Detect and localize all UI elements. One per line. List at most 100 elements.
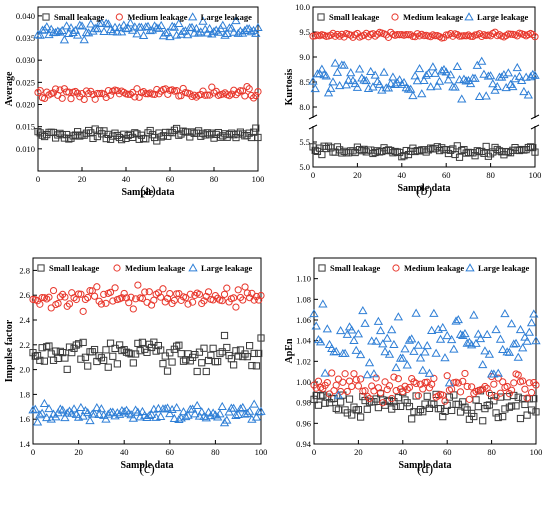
data-point: [226, 23, 237, 32]
data-point: [445, 70, 456, 79]
data-point: [167, 21, 177, 30]
data-point: [450, 82, 460, 91]
data-point: [340, 348, 350, 357]
data-point: [218, 20, 228, 29]
data-point: [153, 137, 161, 145]
data-point: [204, 356, 213, 365]
data-point: [181, 411, 191, 421]
data-point: [242, 408, 252, 417]
data-point: [209, 344, 217, 352]
x-tick-label: 0: [36, 174, 40, 184]
data-point: [81, 353, 90, 361]
data-point: [325, 399, 334, 407]
y-tick-label: 1.06: [296, 315, 311, 325]
data-point: [410, 378, 418, 386]
data-point: [184, 300, 192, 308]
data-point: [514, 71, 525, 80]
data-point: [195, 127, 203, 135]
data-point: [317, 64, 327, 73]
data-point: [485, 401, 493, 409]
y-axis-label: Kurtosis: [284, 69, 295, 106]
data-point: [500, 308, 510, 318]
data-point: [393, 31, 401, 39]
data-point: [530, 395, 538, 403]
data-point: [65, 300, 74, 308]
data-point: [349, 147, 357, 155]
data-point: [363, 405, 371, 413]
data-point: [111, 284, 119, 292]
data-point: [352, 376, 360, 384]
legend-marker: [115, 13, 123, 21]
data-point: [104, 363, 112, 371]
y-tick-label: 2.4: [19, 315, 30, 325]
data-point: [430, 374, 438, 382]
legend-marker: [318, 264, 326, 272]
data-point: [129, 359, 137, 367]
data-point: [492, 393, 500, 401]
data-point: [374, 79, 385, 88]
data-point: [472, 396, 480, 404]
data-point: [108, 27, 118, 36]
x-tick-label: 60: [166, 447, 175, 457]
data-point: [244, 406, 255, 415]
data-point: [174, 414, 184, 424]
data-point: [450, 391, 458, 399]
data-point: [449, 344, 459, 353]
data-point: [147, 343, 156, 352]
data-point: [200, 344, 208, 352]
data-point: [352, 82, 363, 91]
data-point: [159, 360, 167, 368]
data-point: [35, 30, 45, 39]
axis-break-mark: [530, 124, 540, 130]
data-point: [383, 385, 391, 394]
data-point: [502, 31, 510, 40]
data-point: [85, 416, 95, 425]
data-point: [478, 359, 488, 369]
data-point: [243, 82, 251, 91]
data-point: [526, 143, 535, 151]
x-tick-label: 20: [353, 170, 362, 180]
data-point: [92, 24, 103, 33]
data-point: [409, 346, 419, 355]
data-point: [93, 283, 101, 291]
data-point: [315, 337, 326, 346]
x-tick-label: 80: [210, 174, 219, 184]
data-point: [523, 411, 531, 419]
data-point: [203, 129, 212, 137]
data-point: [60, 412, 70, 422]
data-point: [360, 318, 370, 327]
data-point: [166, 289, 174, 298]
data-point: [238, 402, 248, 411]
data-point: [482, 142, 490, 151]
data-point: [369, 30, 377, 38]
data-point: [516, 414, 525, 423]
data-point: [417, 89, 427, 98]
data-point: [342, 329, 352, 338]
data-point: [31, 352, 39, 360]
data-point: [496, 389, 505, 397]
data-point: [381, 378, 389, 386]
data-point: [165, 409, 175, 418]
data-point: [343, 75, 354, 84]
data-point: [459, 74, 469, 83]
legend-label: Large leakage: [201, 12, 252, 22]
data-point: [79, 35, 89, 44]
data-point: [191, 350, 199, 359]
data-point: [393, 148, 401, 156]
data-point: [95, 352, 103, 360]
y-tick-label: 2.2: [19, 340, 30, 350]
data-point: [143, 21, 153, 30]
data-point: [182, 294, 190, 302]
data-point: [324, 142, 333, 150]
data-point: [163, 367, 172, 375]
x-tick-label: 100: [530, 447, 543, 457]
data-point: [40, 357, 48, 365]
data-point: [71, 87, 80, 96]
data-point: [199, 411, 209, 420]
data-point: [56, 347, 64, 356]
legend-label: Small leakage: [54, 12, 105, 22]
data-point: [119, 407, 129, 416]
data-point: [74, 89, 82, 97]
data-point: [59, 35, 70, 44]
data-point: [229, 27, 239, 36]
